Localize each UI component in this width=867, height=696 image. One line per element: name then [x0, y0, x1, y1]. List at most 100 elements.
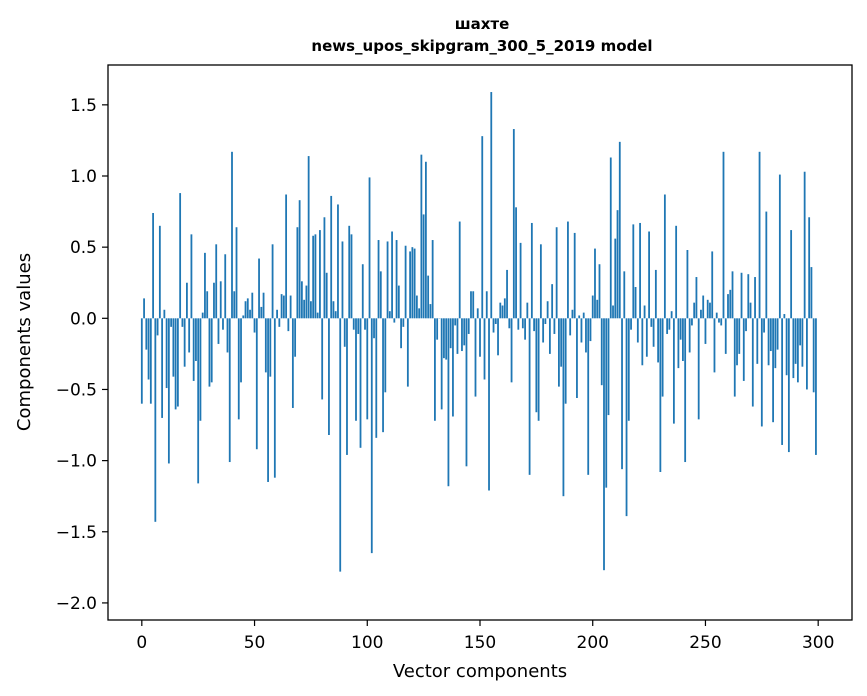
bar [636, 318, 639, 343]
bar [436, 318, 439, 340]
bar [501, 305, 504, 319]
bar [767, 318, 770, 366]
bar [792, 318, 795, 379]
bar [585, 318, 587, 353]
bar [406, 318, 409, 387]
bar [328, 318, 330, 435]
y-tick-label: −1.0 [56, 452, 97, 472]
bar [152, 213, 154, 319]
bar [384, 318, 387, 393]
bar [630, 318, 632, 330]
bar [231, 151, 233, 319]
bar [170, 318, 173, 327]
bar [806, 318, 808, 390]
chart-title: шахте [455, 15, 510, 33]
bar [461, 318, 463, 352]
bar [512, 129, 515, 319]
bar [544, 318, 547, 324]
bar [235, 227, 238, 319]
bar [627, 318, 630, 421]
bar [147, 318, 150, 380]
bar [140, 318, 143, 404]
bar [370, 318, 373, 554]
bar [607, 318, 610, 416]
bar [355, 318, 357, 421]
bar [810, 267, 813, 319]
bar [310, 301, 312, 319]
bar [312, 235, 315, 319]
bar [754, 277, 756, 319]
bar [244, 301, 247, 319]
bar [483, 318, 486, 380]
bar [506, 269, 508, 319]
bar [287, 318, 290, 332]
bar [431, 240, 434, 319]
bar [528, 318, 531, 475]
bar [183, 318, 186, 367]
bar [386, 241, 389, 319]
bar [246, 298, 249, 319]
bar [618, 141, 621, 319]
y-tick-label: −2.0 [56, 594, 97, 614]
bar [562, 318, 565, 497]
bar [298, 200, 301, 319]
bar [558, 318, 560, 387]
bar [314, 234, 317, 319]
bar [456, 318, 459, 354]
bar [422, 214, 425, 319]
bar [672, 318, 675, 424]
bar [291, 318, 294, 408]
bar [603, 318, 605, 571]
bar [481, 136, 484, 319]
bar [686, 250, 689, 319]
bar [361, 264, 364, 319]
bar [409, 251, 412, 319]
bar [582, 312, 585, 319]
bar [303, 299, 306, 319]
bar [485, 291, 488, 319]
bar [411, 247, 414, 319]
bar [208, 318, 211, 387]
bar [343, 318, 346, 347]
bar [249, 309, 251, 319]
bar [659, 318, 662, 472]
bar [650, 318, 653, 327]
y-tick-label: 1.0 [70, 167, 97, 187]
bar [321, 318, 324, 400]
bar [273, 318, 276, 478]
bar [161, 318, 164, 418]
bar [693, 302, 696, 319]
bar [567, 221, 569, 319]
bar [490, 92, 493, 319]
bar [634, 287, 637, 319]
bar [339, 318, 342, 572]
bar [661, 318, 664, 397]
bar [598, 264, 601, 319]
bar [517, 318, 520, 330]
bar [740, 272, 743, 319]
bar [781, 318, 784, 445]
bar [756, 318, 759, 364]
bar [803, 171, 806, 319]
bar [474, 318, 477, 397]
bar [348, 225, 351, 319]
bar [751, 318, 754, 407]
bar [145, 318, 148, 350]
bar [262, 292, 265, 319]
bar [796, 318, 799, 383]
bar [219, 281, 222, 319]
bar [742, 318, 745, 381]
y-tick-label: 1.5 [70, 96, 97, 116]
bar [715, 312, 718, 319]
x-tick-label: 200 [577, 633, 609, 653]
bar [551, 284, 554, 319]
bar [521, 318, 524, 329]
bar [643, 305, 646, 319]
bar [346, 318, 348, 455]
bar [684, 318, 687, 463]
bar [530, 222, 533, 319]
bar [181, 318, 184, 327]
bar [240, 318, 242, 383]
bar [364, 318, 366, 330]
bar [186, 282, 188, 319]
